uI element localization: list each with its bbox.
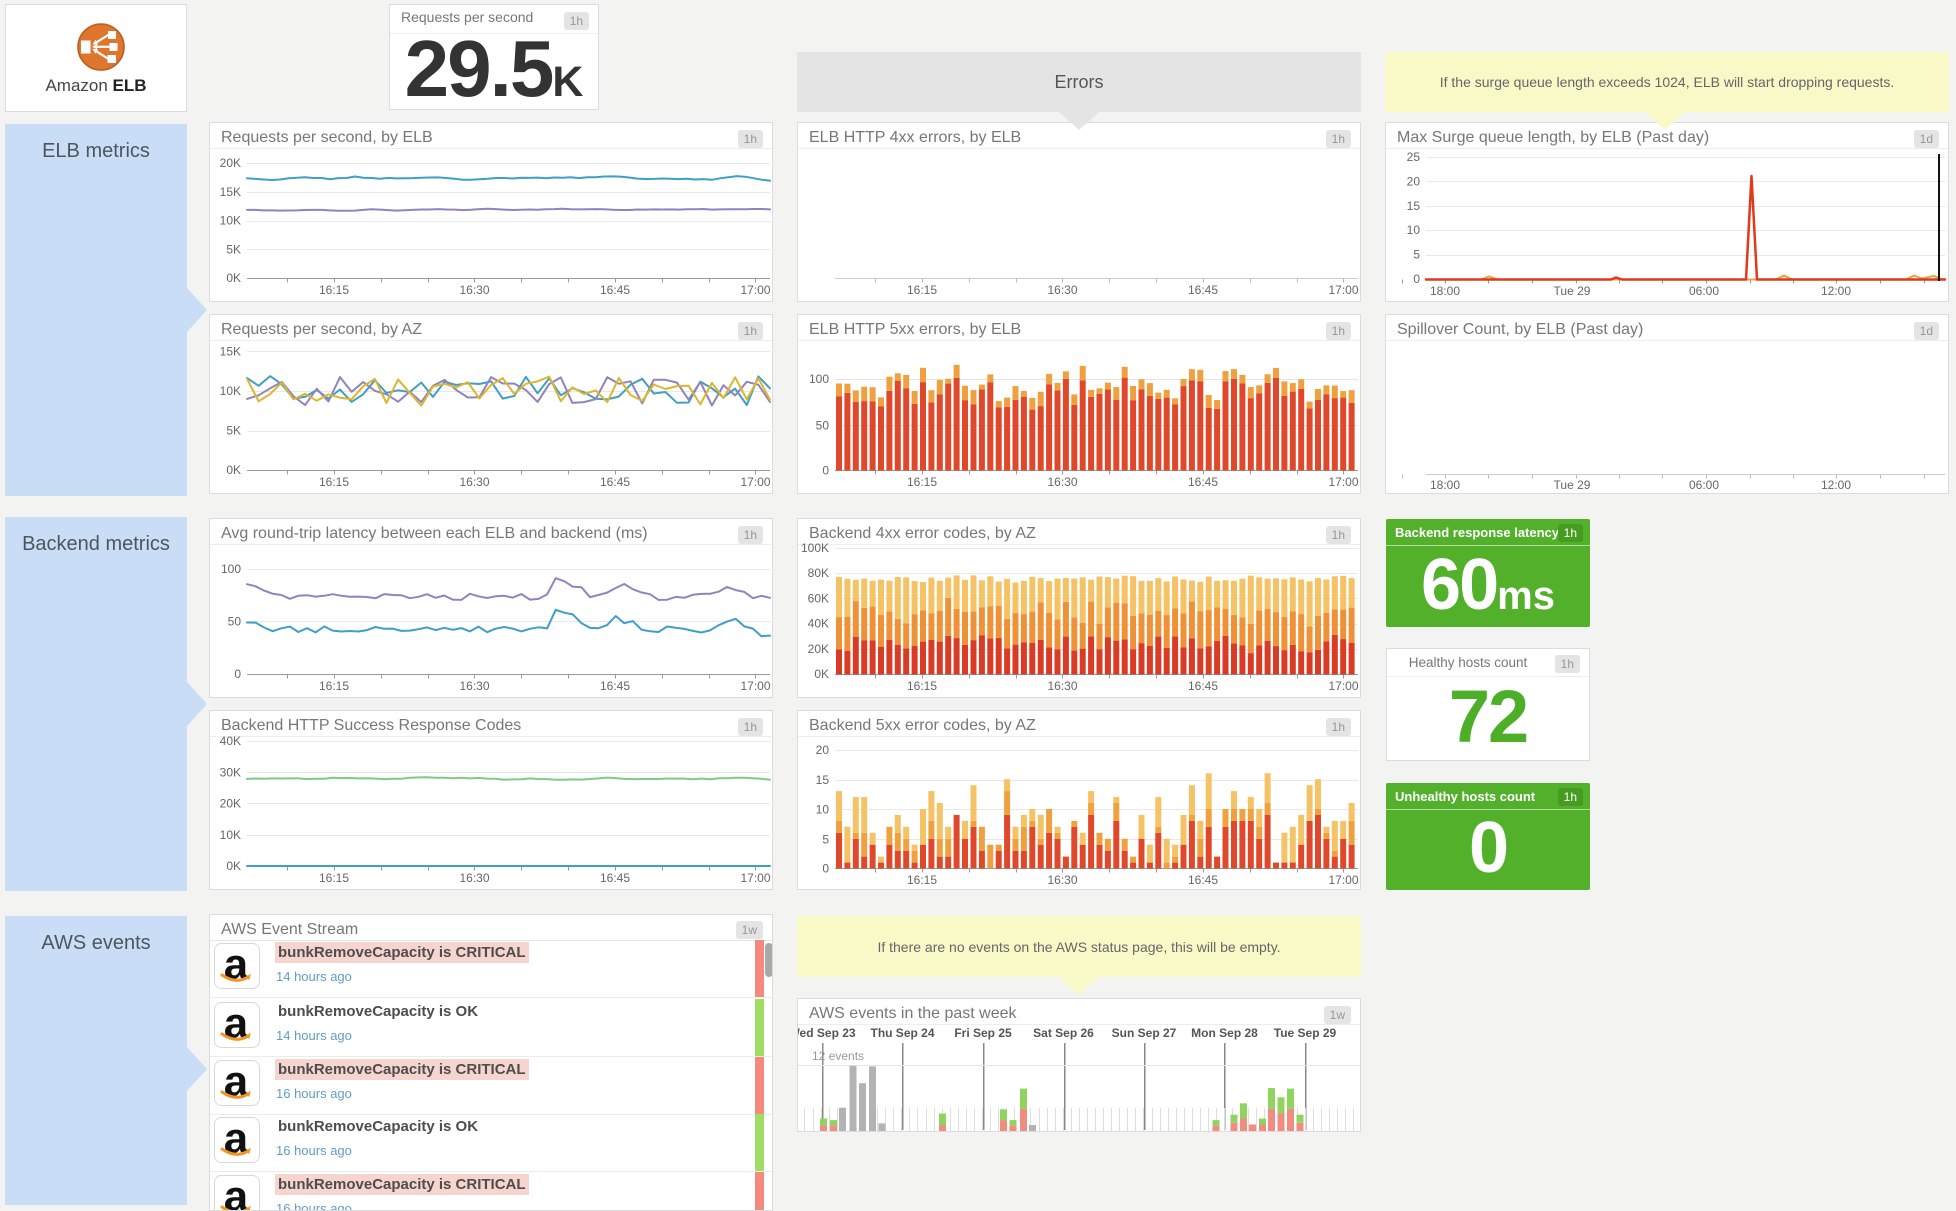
svg-text:16:15: 16:15 [319,679,349,693]
svg-text:12:00: 12:00 [1821,284,1851,298]
svg-text:0: 0 [234,667,241,681]
svg-text:10K: 10K [220,828,241,842]
svg-text:0: 0 [1413,272,1420,286]
svg-text:0K: 0K [226,463,241,477]
svg-text:16:15: 16:15 [319,871,349,885]
svg-text:16:30: 16:30 [1047,873,1077,887]
svg-text:16:15: 16:15 [907,475,937,489]
svg-text:40K: 40K [808,617,829,631]
svg-text:a: a [224,1117,249,1163]
svg-text:17:00: 17:00 [1328,475,1358,489]
svg-text:5K: 5K [226,424,241,438]
svg-text:10: 10 [1407,223,1421,237]
svg-text:Fri Sep 25: Fri Sep 25 [954,1026,1012,1040]
svg-text:16:15: 16:15 [907,283,937,297]
svg-text:16:30: 16:30 [1047,475,1077,489]
svg-text:20: 20 [816,743,830,757]
svg-text:60K: 60K [808,591,829,605]
svg-text:16:45: 16:45 [600,871,630,885]
svg-text:a: a [224,943,249,989]
svg-text:16:30: 16:30 [1047,283,1077,297]
svg-text:Sat Sep 26: Sat Sep 26 [1033,1026,1094,1040]
svg-text:Thu Sep 24: Thu Sep 24 [870,1026,934,1040]
svg-text:15: 15 [816,773,830,787]
svg-text:18:00: 18:00 [1430,478,1460,492]
svg-text:10K: 10K [220,384,241,398]
svg-text:a: a [224,1002,249,1048]
svg-text:30K: 30K [220,765,241,779]
svg-text:16:45: 16:45 [600,679,630,693]
svg-text:16:15: 16:15 [907,873,937,887]
svg-text:20K: 20K [220,797,241,811]
svg-text:17:00: 17:00 [740,871,770,885]
svg-text:16:30: 16:30 [459,871,489,885]
svg-text:06:00: 06:00 [1689,478,1719,492]
svg-text:0K: 0K [226,859,241,873]
svg-text:12 events: 12 events [812,1049,864,1063]
svg-text:50: 50 [228,615,242,629]
svg-text:16:30: 16:30 [459,679,489,693]
svg-text:17:00: 17:00 [740,283,770,297]
svg-text:100: 100 [809,372,829,386]
svg-text:Sun Sep 27: Sun Sep 27 [1112,1026,1177,1040]
svg-text:80K: 80K [808,566,829,580]
svg-text:16:30: 16:30 [459,283,489,297]
svg-text:15K: 15K [220,185,241,199]
svg-text:10: 10 [816,803,830,817]
svg-text:16:15: 16:15 [907,679,937,693]
svg-text:10K: 10K [220,214,241,228]
svg-text:16:45: 16:45 [600,283,630,297]
svg-text:17:00: 17:00 [1328,873,1358,887]
svg-text:Tue 29: Tue 29 [1554,478,1591,492]
svg-text:Wed Sep 23: Wed Sep 23 [798,1026,856,1040]
svg-text:20K: 20K [808,642,829,656]
svg-text:50: 50 [816,419,830,433]
svg-text:12:00: 12:00 [1821,478,1851,492]
svg-text:06:00: 06:00 [1689,284,1719,298]
svg-text:Mon Sep 28: Mon Sep 28 [1191,1026,1258,1040]
svg-text:Tue Sep 29: Tue Sep 29 [1274,1026,1337,1040]
svg-text:20: 20 [1407,174,1421,188]
svg-text:16:45: 16:45 [600,475,630,489]
svg-text:20K: 20K [220,156,241,170]
svg-text:5: 5 [1413,248,1420,262]
svg-text:5: 5 [822,832,829,846]
svg-text:16:30: 16:30 [459,475,489,489]
svg-text:5K: 5K [226,242,241,256]
svg-text:16:45: 16:45 [1188,873,1218,887]
svg-text:17:00: 17:00 [740,679,770,693]
svg-text:a: a [224,1060,249,1106]
svg-text:17:00: 17:00 [1328,679,1358,693]
svg-text:0: 0 [822,862,829,876]
svg-text:15: 15 [1407,199,1421,213]
svg-text:15K: 15K [220,345,241,359]
svg-text:a: a [224,1175,249,1211]
svg-text:18:00: 18:00 [1430,284,1460,298]
svg-text:17:00: 17:00 [1328,283,1358,297]
svg-text:0K: 0K [226,271,241,285]
svg-text:16:30: 16:30 [1047,679,1077,693]
svg-text:0K: 0K [814,667,829,681]
svg-text:16:15: 16:15 [319,283,349,297]
svg-text:0: 0 [822,464,829,478]
svg-text:100: 100 [221,562,241,576]
svg-text:16:45: 16:45 [1188,283,1218,297]
svg-text:16:15: 16:15 [319,475,349,489]
svg-text:17:00: 17:00 [740,475,770,489]
svg-text:25: 25 [1407,150,1421,164]
svg-text:100K: 100K [801,541,829,555]
svg-text:16:45: 16:45 [1188,679,1218,693]
svg-text:Tue 29: Tue 29 [1554,284,1591,298]
svg-text:16:45: 16:45 [1188,475,1218,489]
svg-text:40K: 40K [220,734,241,748]
